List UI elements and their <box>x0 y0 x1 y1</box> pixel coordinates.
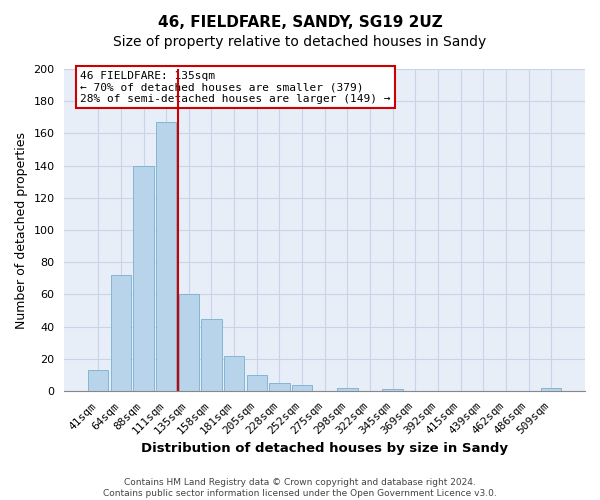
Bar <box>201 318 221 391</box>
Text: Size of property relative to detached houses in Sandy: Size of property relative to detached ho… <box>113 35 487 49</box>
Bar <box>247 375 267 391</box>
Y-axis label: Number of detached properties: Number of detached properties <box>15 132 28 328</box>
Bar <box>269 383 290 391</box>
Bar <box>111 275 131 391</box>
Text: 46 FIELDFARE: 135sqm
← 70% of detached houses are smaller (379)
28% of semi-deta: 46 FIELDFARE: 135sqm ← 70% of detached h… <box>80 70 391 104</box>
Bar <box>541 388 562 391</box>
Text: Contains HM Land Registry data © Crown copyright and database right 2024.
Contai: Contains HM Land Registry data © Crown c… <box>103 478 497 498</box>
Bar <box>88 370 109 391</box>
Bar <box>224 356 244 391</box>
Bar <box>292 384 312 391</box>
X-axis label: Distribution of detached houses by size in Sandy: Distribution of detached houses by size … <box>141 442 508 455</box>
Bar <box>179 294 199 391</box>
Text: 46, FIELDFARE, SANDY, SG19 2UZ: 46, FIELDFARE, SANDY, SG19 2UZ <box>158 15 442 30</box>
Bar <box>337 388 358 391</box>
Bar <box>133 166 154 391</box>
Bar <box>382 390 403 391</box>
Bar <box>156 122 176 391</box>
